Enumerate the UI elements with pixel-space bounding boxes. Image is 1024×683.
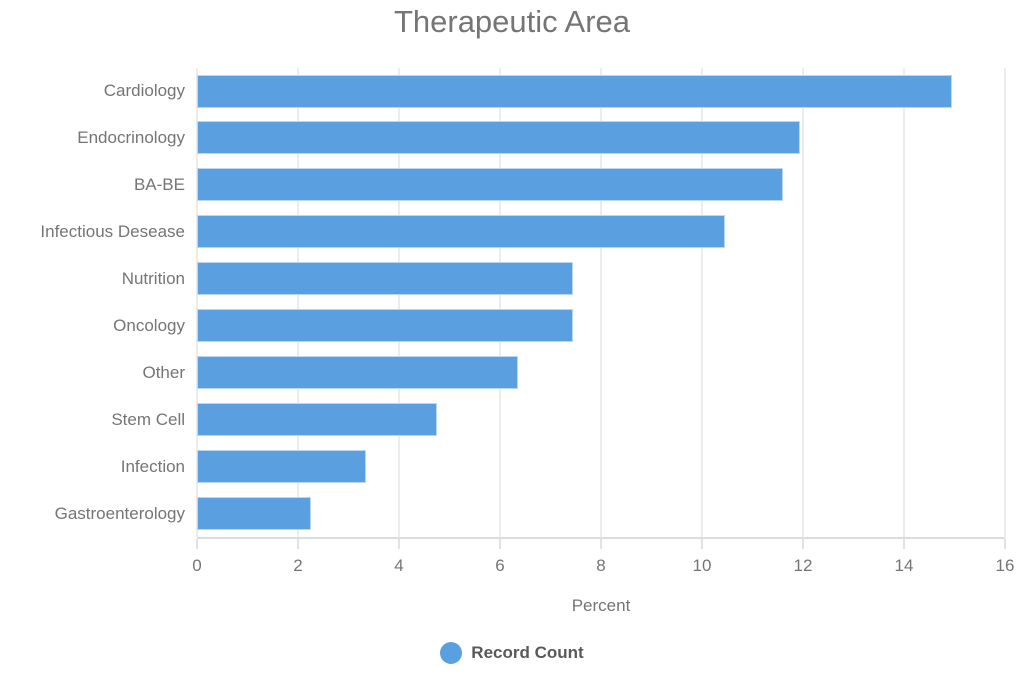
bar-oncology[interactable] [197, 309, 574, 342]
bar-other[interactable] [197, 355, 518, 389]
tick-label: 14 [894, 556, 914, 575]
gridline [600, 68, 602, 537]
tick-mark [398, 539, 400, 549]
legend-label: Record Count [471, 643, 584, 662]
tick-label: 16 [995, 556, 1015, 575]
category-label: BA-BE [133, 175, 185, 195]
tick-mark [499, 539, 501, 549]
tick-mark [600, 539, 602, 549]
bar-row [197, 303, 1005, 350]
bar-row [197, 115, 1005, 162]
bar-row [197, 349, 1005, 396]
tick-label: 12 [793, 556, 813, 575]
bar-endocrinology[interactable] [197, 121, 801, 155]
gridline [196, 68, 198, 537]
chart-title: Therapeutic Area [393, 4, 631, 39]
category-label: Endocrinology [77, 128, 185, 148]
bar-nutrition[interactable] [197, 262, 574, 296]
bar-row [197, 209, 1005, 256]
tick-mark [802, 539, 804, 549]
category-label: Infection [120, 456, 185, 476]
bar-row [197, 162, 1005, 209]
gridline [1004, 68, 1006, 537]
x-axis-title: Percent [571, 596, 631, 615]
category-label: Cardiology [103, 81, 185, 101]
tick-mark [297, 539, 299, 549]
gridline [297, 68, 299, 537]
category-label: Stem Cell [111, 409, 185, 429]
tick-label: 8 [596, 556, 606, 575]
bar-row [197, 443, 1005, 490]
gridline [802, 68, 804, 537]
gridline [398, 68, 400, 537]
bar-row [197, 256, 1005, 303]
tick-label: 10 [692, 556, 712, 575]
bar-row [197, 490, 1005, 537]
plot-area [196, 68, 1006, 539]
tick-mark [196, 539, 198, 549]
tick-mark [903, 539, 905, 549]
gridline [903, 68, 905, 537]
bar-stem-cell[interactable] [197, 402, 437, 436]
legend[interactable]: Record Count [0, 642, 1024, 664]
tick-label: 4 [394, 556, 404, 575]
bar-infectious-desease[interactable] [197, 215, 725, 249]
gridline [701, 68, 703, 537]
gridline [499, 68, 501, 537]
category-label: Gastroenterology [54, 503, 185, 523]
tick-label: 2 [293, 556, 303, 575]
tick-mark [701, 539, 703, 549]
tick-label: 6 [495, 556, 505, 575]
bar-gastroenterology[interactable] [197, 496, 311, 530]
tick-label: 0 [192, 556, 202, 575]
category-axis: Cardiology Endocrinology BA-BE Infectious D… [0, 68, 185, 537]
bar-ba-be[interactable] [197, 168, 783, 202]
bar-row [197, 396, 1005, 443]
category-label: Nutrition [121, 269, 185, 289]
category-label: Infectious Desease [40, 222, 185, 242]
tick-mark [1004, 539, 1006, 549]
legend-swatch-icon [440, 642, 463, 664]
bar-cardiology[interactable] [197, 74, 952, 108]
bar-infection[interactable] [197, 449, 367, 483]
category-label: Oncology [113, 315, 185, 335]
bar-row [197, 68, 1005, 115]
category-label: Other [142, 362, 185, 382]
